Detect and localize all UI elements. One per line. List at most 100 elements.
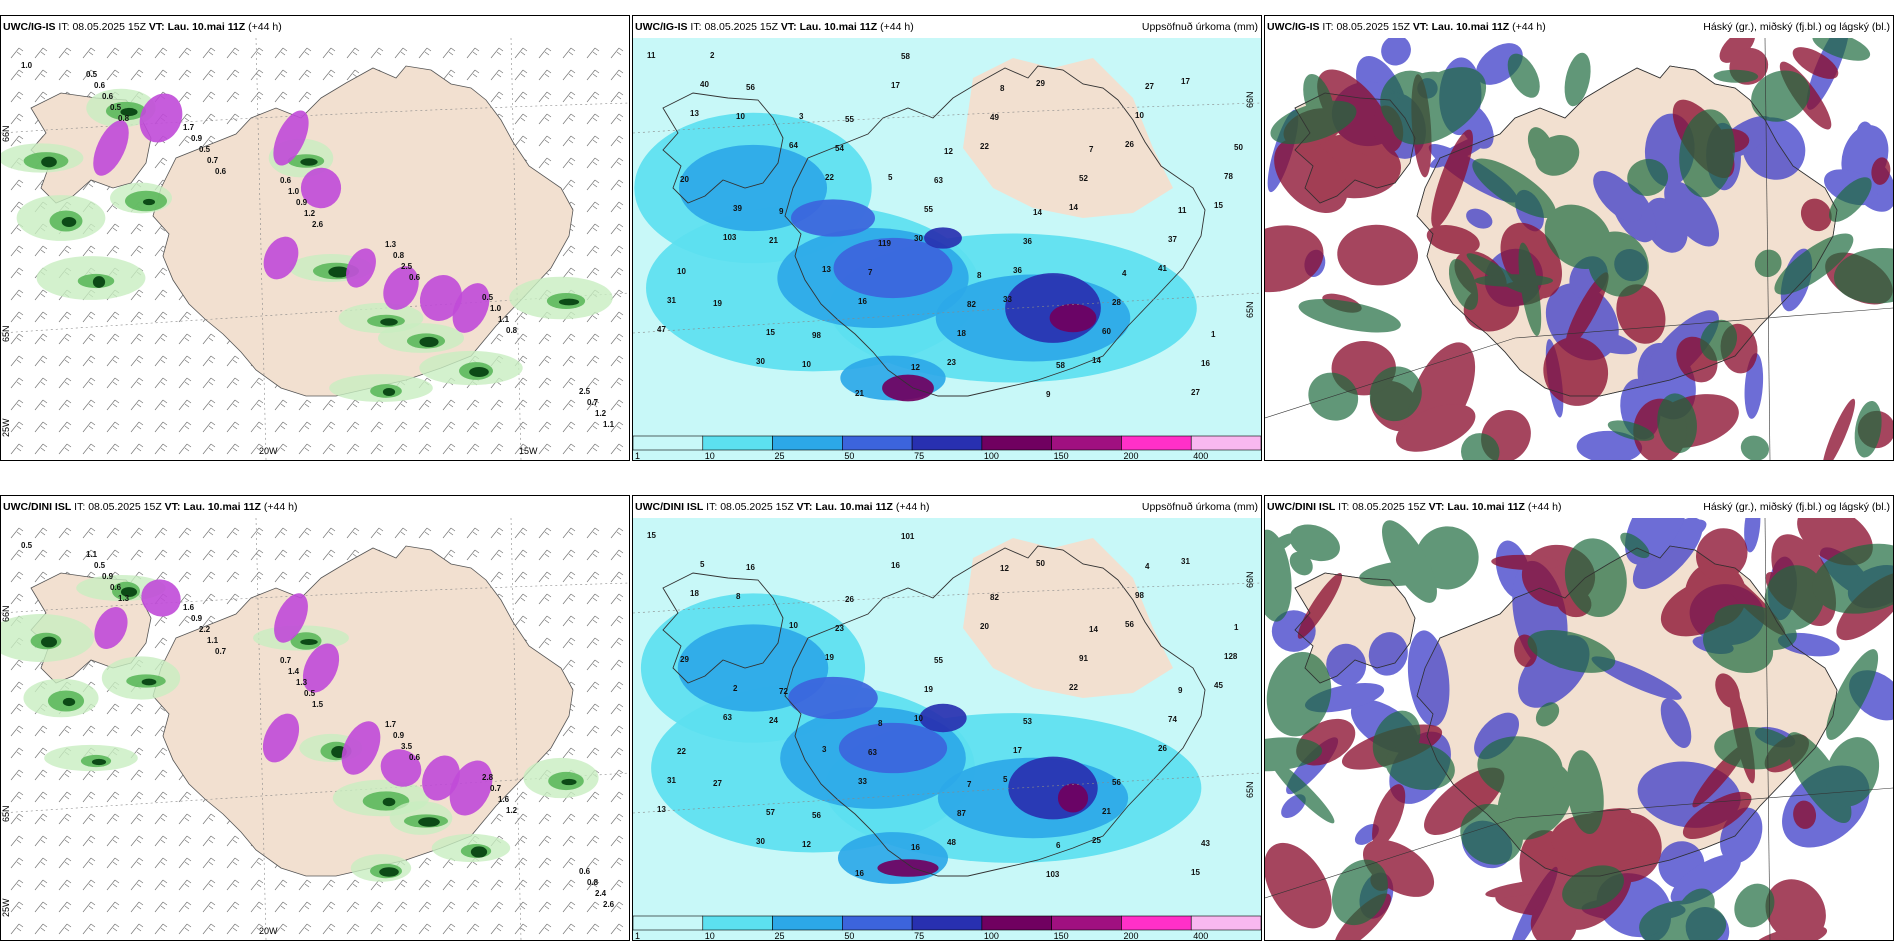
wind-barb-icon <box>82 791 96 803</box>
wind-barb-icon <box>442 527 456 539</box>
cloud-cell <box>1740 435 1770 460</box>
precip-value-label: 0.6 <box>579 867 591 876</box>
wind-barb-icon <box>514 113 528 125</box>
cloud-cell <box>1431 129 1473 228</box>
wind-barb-icon <box>82 549 96 561</box>
cloud-cell <box>1627 158 1669 196</box>
wind-barb-icon <box>130 377 144 389</box>
wind-barb-icon <box>106 549 120 561</box>
wind-barb-icon <box>10 879 24 891</box>
vt-value: Lau. 10.mai 11Z <box>1447 501 1525 513</box>
longitude-line <box>255 38 267 460</box>
accum-value-label: 19 <box>825 653 834 662</box>
legend-label: 25 <box>775 931 785 940</box>
wind-barb-icon <box>370 47 384 59</box>
wind-barb-icon <box>10 769 24 781</box>
wind-barb-icon <box>202 879 216 891</box>
wind-barb-icon <box>610 421 624 433</box>
wind-barb-icon <box>58 311 72 323</box>
cloud-cell <box>1485 879 1560 898</box>
wind-barb-icon <box>442 69 456 81</box>
precip-value-label: 0.7 <box>215 647 227 656</box>
wind-barb-icon <box>514 527 528 539</box>
wind-barb-icon <box>538 47 552 59</box>
wind-barb-icon <box>58 527 72 539</box>
precip-value-label: 0.7 <box>280 656 292 665</box>
snow-patch <box>263 236 299 280</box>
wind-barb-icon <box>10 527 24 539</box>
wind-barb-icon <box>610 593 624 605</box>
coastline <box>1294 65 1838 397</box>
wind-barb-icon <box>106 69 120 81</box>
accum-value-label: 98 <box>1135 591 1144 600</box>
wind-barb-icon <box>154 355 168 367</box>
accum-value-label: 19 <box>924 685 933 694</box>
wind-barb-icon <box>178 311 192 323</box>
wind-barb-icon <box>394 421 408 433</box>
wind-barb-icon <box>10 835 24 847</box>
accum-value-label: 119 <box>878 239 891 248</box>
wind-barb-icon <box>466 421 480 433</box>
precip-heavy <box>91 758 107 766</box>
wind-barb-icon <box>514 791 528 803</box>
cloud-cell <box>1507 53 1540 98</box>
precip-blobs <box>1 574 599 882</box>
precip-heavy <box>300 158 318 166</box>
wind-barb-icon <box>10 901 24 913</box>
cloud-cell <box>1394 71 1445 100</box>
cloud-cell <box>1575 328 1637 355</box>
wind-barb-icon <box>106 399 120 411</box>
cloud-cell <box>1460 803 1524 865</box>
latitude-label: 66N <box>1 125 11 142</box>
precip-value-label: 0.9 <box>296 198 308 207</box>
legend-label: 200 <box>1123 451 1138 460</box>
accum-value-label: 57 <box>766 808 775 817</box>
precip-value-label: 1.1 <box>207 636 219 645</box>
precip-heavy <box>120 587 138 597</box>
wind-barb-icon <box>58 923 72 935</box>
wind-barb-icon <box>82 813 96 825</box>
cloud-cell <box>1266 651 1332 737</box>
accum-value-label: 50 <box>1234 143 1243 152</box>
wind-barb-icon <box>34 725 48 737</box>
wind-barb-icon <box>178 901 192 913</box>
wind-barb-icon <box>154 747 168 759</box>
wind-barb-icon <box>106 725 120 737</box>
precip-value-label: 2.5 <box>579 387 591 396</box>
wind-barb-icon <box>226 901 240 913</box>
precip-value-label: 0.9 <box>102 572 114 581</box>
wind-barb-icon <box>34 549 48 561</box>
wind-barb-icon <box>106 311 120 323</box>
dry-land-area <box>963 538 1173 698</box>
wind-barb-icon <box>10 443 24 455</box>
panel-header: UWC/DINI ISL IT: 08.05.2025 15Z VT: Lau.… <box>1 496 629 518</box>
accum-value-label: 5 <box>1003 775 1008 784</box>
precip-heavy <box>419 336 439 348</box>
wind-barb-icon <box>562 399 576 411</box>
precip-value-label: 0.9 <box>191 134 203 143</box>
snow-patch <box>452 283 490 333</box>
wind-barb-icon <box>586 835 600 847</box>
cloud-cell <box>1714 603 1797 651</box>
accum-value-label: 25 <box>1092 836 1101 845</box>
wind-barb-icon <box>562 527 576 539</box>
legend-swatch <box>1190 915 1261 931</box>
wind-barb-icon <box>610 527 624 539</box>
wind-barb-icon <box>58 725 72 737</box>
coastline <box>662 545 1206 877</box>
precip-value-label: 2.6 <box>312 220 324 229</box>
accum-value-label: 63 <box>723 713 732 722</box>
wind-barb-icon <box>586 47 600 59</box>
wind-barb-icon <box>418 857 432 869</box>
cloud-cell <box>1765 879 1826 940</box>
accum-value-label: 10 <box>1135 111 1144 120</box>
it-value: 08.05.2025 15Z <box>72 21 146 33</box>
legend-swatch <box>842 915 913 931</box>
cloud-cell <box>1854 400 1882 458</box>
wind-barb-icon <box>154 311 168 323</box>
wind-barb-icon <box>154 333 168 345</box>
map-area <box>1265 38 1893 460</box>
longitude-label: 15W <box>519 446 538 456</box>
precip-value-label: 0.9 <box>393 731 405 740</box>
wind-barb-icon <box>298 421 312 433</box>
